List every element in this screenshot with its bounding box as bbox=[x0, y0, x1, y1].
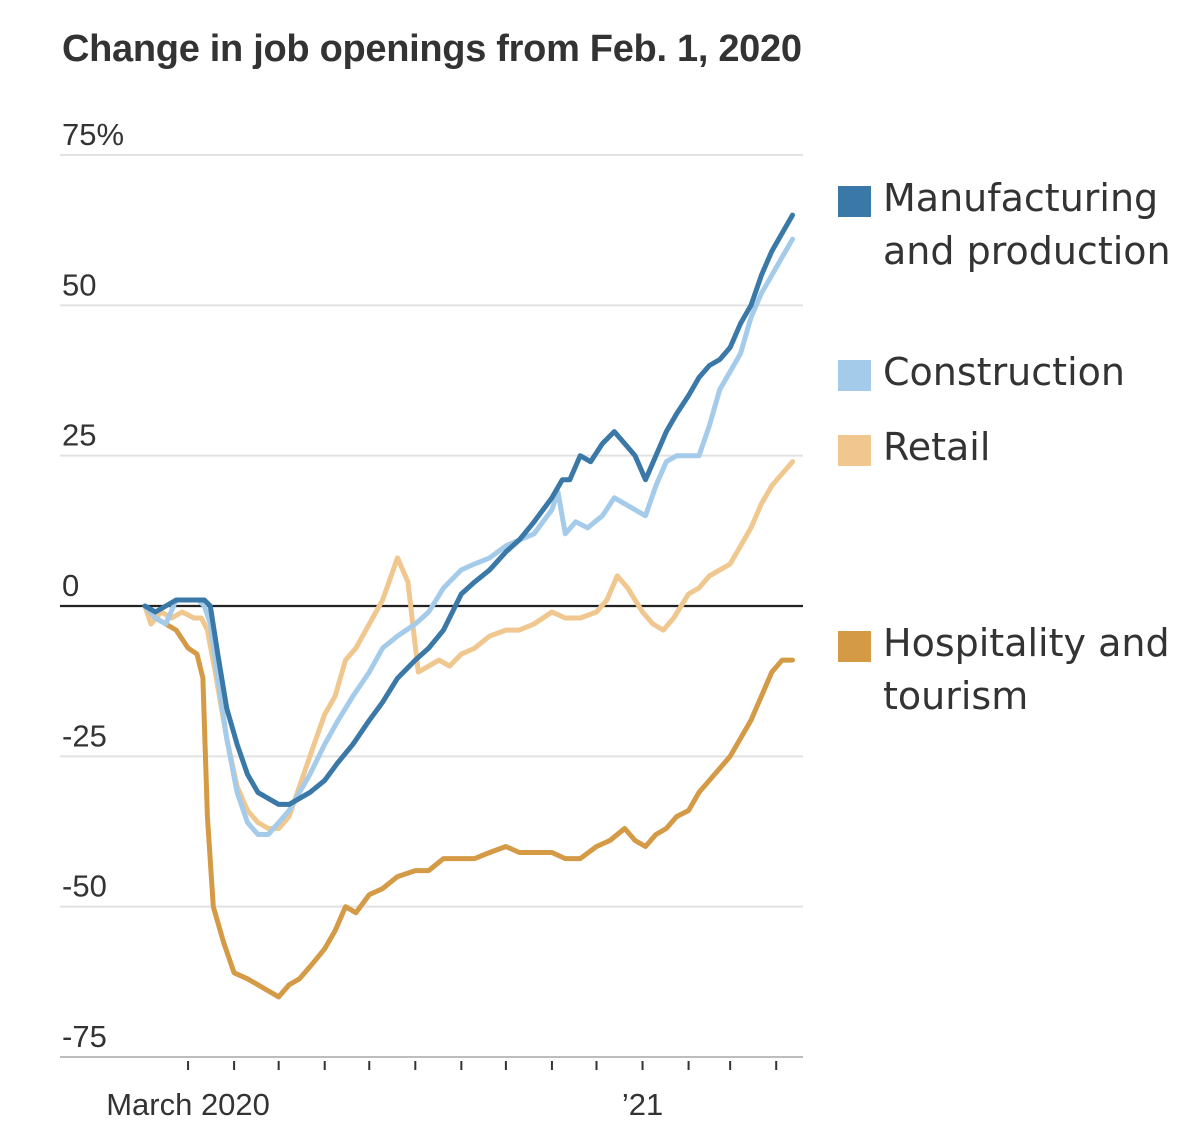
legend-label-retail: Retail bbox=[883, 425, 991, 469]
series-line-manufacturing-and-production bbox=[142, 212, 795, 807]
legend-item-retail: Retail bbox=[838, 425, 1183, 474]
series-line-construction bbox=[142, 236, 795, 837]
legend-label-manufacturing: Manufacturing and production bbox=[883, 176, 1171, 273]
legend-item-hospitality: Hospitality and tourism bbox=[838, 621, 1183, 723]
legend-item-construction: Construction bbox=[838, 350, 1183, 399]
x-tick-label: March 2020 bbox=[106, 1087, 270, 1122]
y-tick-label: -25 bbox=[62, 718, 107, 753]
series-line-retail bbox=[142, 459, 795, 831]
chart-title: Change in job openings from Feb. 1, 2020 bbox=[62, 28, 802, 70]
x-tick-label: ’21 bbox=[622, 1087, 663, 1122]
y-tick-label: -50 bbox=[62, 869, 107, 904]
legend-label-construction: Construction bbox=[883, 350, 1125, 394]
x-axis: March 2020 ’21 bbox=[106, 1061, 778, 1122]
legend-label-hospitality: Hospitality and tourism bbox=[883, 621, 1170, 718]
legend-swatch-construction bbox=[838, 360, 871, 391]
y-tick-label: 75% bbox=[62, 117, 124, 152]
series-line-hospitality-and-tourism bbox=[142, 603, 795, 1000]
y-tick-label: 50 bbox=[62, 267, 96, 302]
series-layer bbox=[142, 212, 795, 1000]
grid-layer bbox=[60, 154, 803, 1058]
legend-swatch-manufacturing bbox=[838, 186, 871, 217]
y-tick-labels: 75% 50 25 0 -25 -50 -75 bbox=[62, 117, 124, 1054]
legend-swatch-hospitality bbox=[838, 631, 871, 662]
y-tick-label: 25 bbox=[62, 418, 96, 453]
y-tick-label: 0 bbox=[62, 568, 79, 603]
legend-item-manufacturing: Manufacturing and production bbox=[838, 176, 1183, 278]
y-tick-label: -75 bbox=[62, 1019, 107, 1054]
legend-swatch-retail bbox=[838, 435, 871, 466]
